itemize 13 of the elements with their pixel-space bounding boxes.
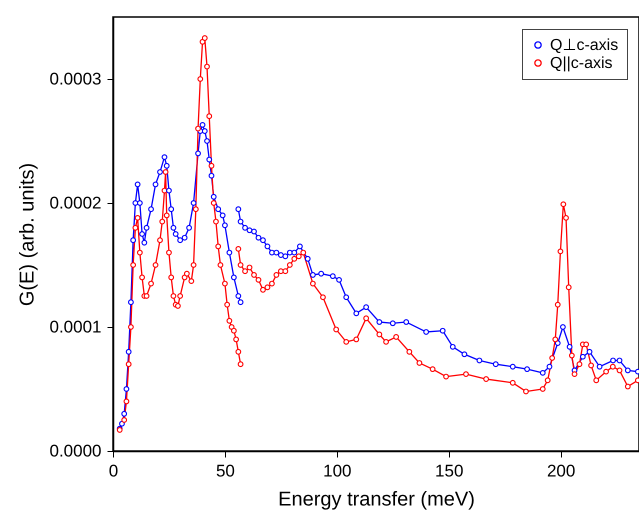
x-tick-label: 100 — [323, 462, 352, 480]
x-tick-label: 150 — [435, 462, 464, 480]
y-tick-label: 0.0000 — [50, 442, 102, 460]
x-tick-label: 0 — [108, 462, 118, 480]
legend-label: Q⊥c-axis — [550, 37, 618, 54]
y-axis-title: G(E) (arb. units) — [16, 162, 39, 306]
x-tick-label: 50 — [216, 462, 235, 480]
x-axis-title: Energy transfer (meV) — [278, 488, 475, 510]
y-tick-label: 0.0001 — [50, 318, 102, 336]
x-tick-label: 200 — [546, 462, 576, 480]
y-tick-label: 0.0002 — [50, 194, 102, 212]
legend-label: Q||c-axis — [550, 55, 613, 72]
y-tick-label: 0.0003 — [50, 70, 102, 88]
